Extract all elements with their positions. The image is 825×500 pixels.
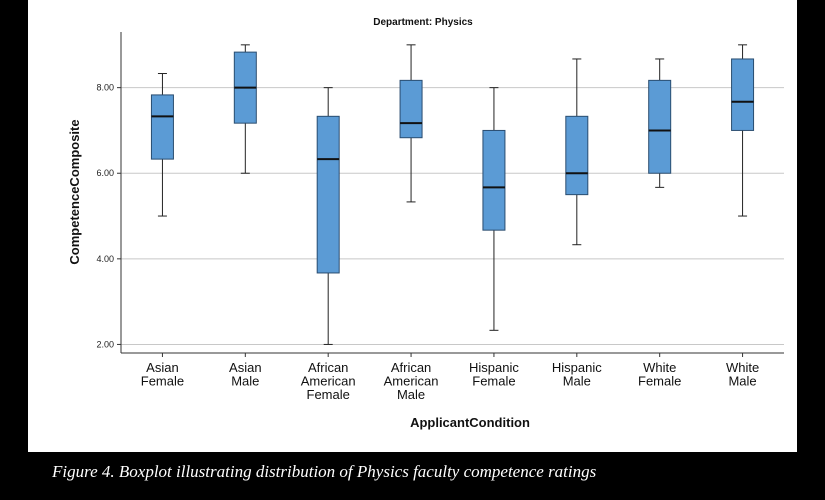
category-label-line: Asian (229, 360, 262, 375)
category-label-line: White (643, 360, 676, 375)
box-group (648, 58, 672, 188)
category-label-line: Hispanic (552, 360, 602, 375)
box-group (150, 73, 174, 217)
box-group (731, 44, 755, 217)
box (648, 79, 672, 174)
box (399, 79, 423, 139)
box (482, 129, 506, 231)
box (150, 94, 174, 160)
category-label-line: Female (141, 374, 184, 389)
boxplot-chart: Department: Physics ApplicantCondition C… (67, 17, 784, 430)
box (731, 58, 755, 131)
chart-panel: Department: Physics ApplicantCondition C… (28, 0, 797, 452)
box-group (565, 58, 589, 246)
category-label: African American Female (301, 360, 356, 402)
category-label-line: Male (728, 374, 756, 389)
boxes-layer (150, 44, 755, 345)
category-label-line: Male (231, 374, 259, 389)
category-label-line: American (384, 374, 439, 389)
grid-layer (121, 87, 784, 345)
box-group (316, 87, 340, 345)
axes-layer: 2.00 4.00 6.00 8.00 (96, 32, 784, 357)
category-label: Asian Male (229, 360, 262, 389)
category-label: Hispanic Female (469, 360, 519, 389)
category-label-line: Female (307, 387, 350, 402)
category-label: White Female (638, 360, 681, 389)
figure-caption: Figure 4. Boxplot illustrating distribut… (52, 462, 597, 481)
box-group (399, 44, 423, 203)
category-label: White Male (726, 360, 759, 389)
category-label: Asian Female (141, 360, 184, 389)
box (316, 115, 340, 274)
y-tick-label: 4.00 (96, 254, 114, 264)
y-tick-label: 6.00 (96, 168, 114, 178)
category-label-line: White (726, 360, 759, 375)
category-label-line: American (301, 374, 356, 389)
category-label-line: African (308, 360, 348, 375)
category-label-line: Male (397, 387, 425, 402)
y-axis-title: CompetenceComposite (67, 119, 82, 264)
x-axis-title: ApplicantCondition (410, 415, 530, 430)
box (565, 115, 589, 196)
category-label-line: Female (472, 374, 515, 389)
category-label-line: Asian (146, 360, 179, 375)
box-group (233, 44, 257, 174)
category-label: Hispanic Male (552, 360, 602, 389)
box-group (482, 87, 506, 331)
category-label: African American Male (384, 360, 439, 402)
category-label-line: Female (638, 374, 681, 389)
chart-title: Department: Physics (373, 17, 473, 28)
y-tick-label: 2.00 (96, 339, 114, 349)
category-label-line: Male (563, 374, 591, 389)
y-tick-label: 8.00 (96, 83, 114, 93)
category-label-line: Hispanic (469, 360, 519, 375)
category-label-line: African (391, 360, 431, 375)
